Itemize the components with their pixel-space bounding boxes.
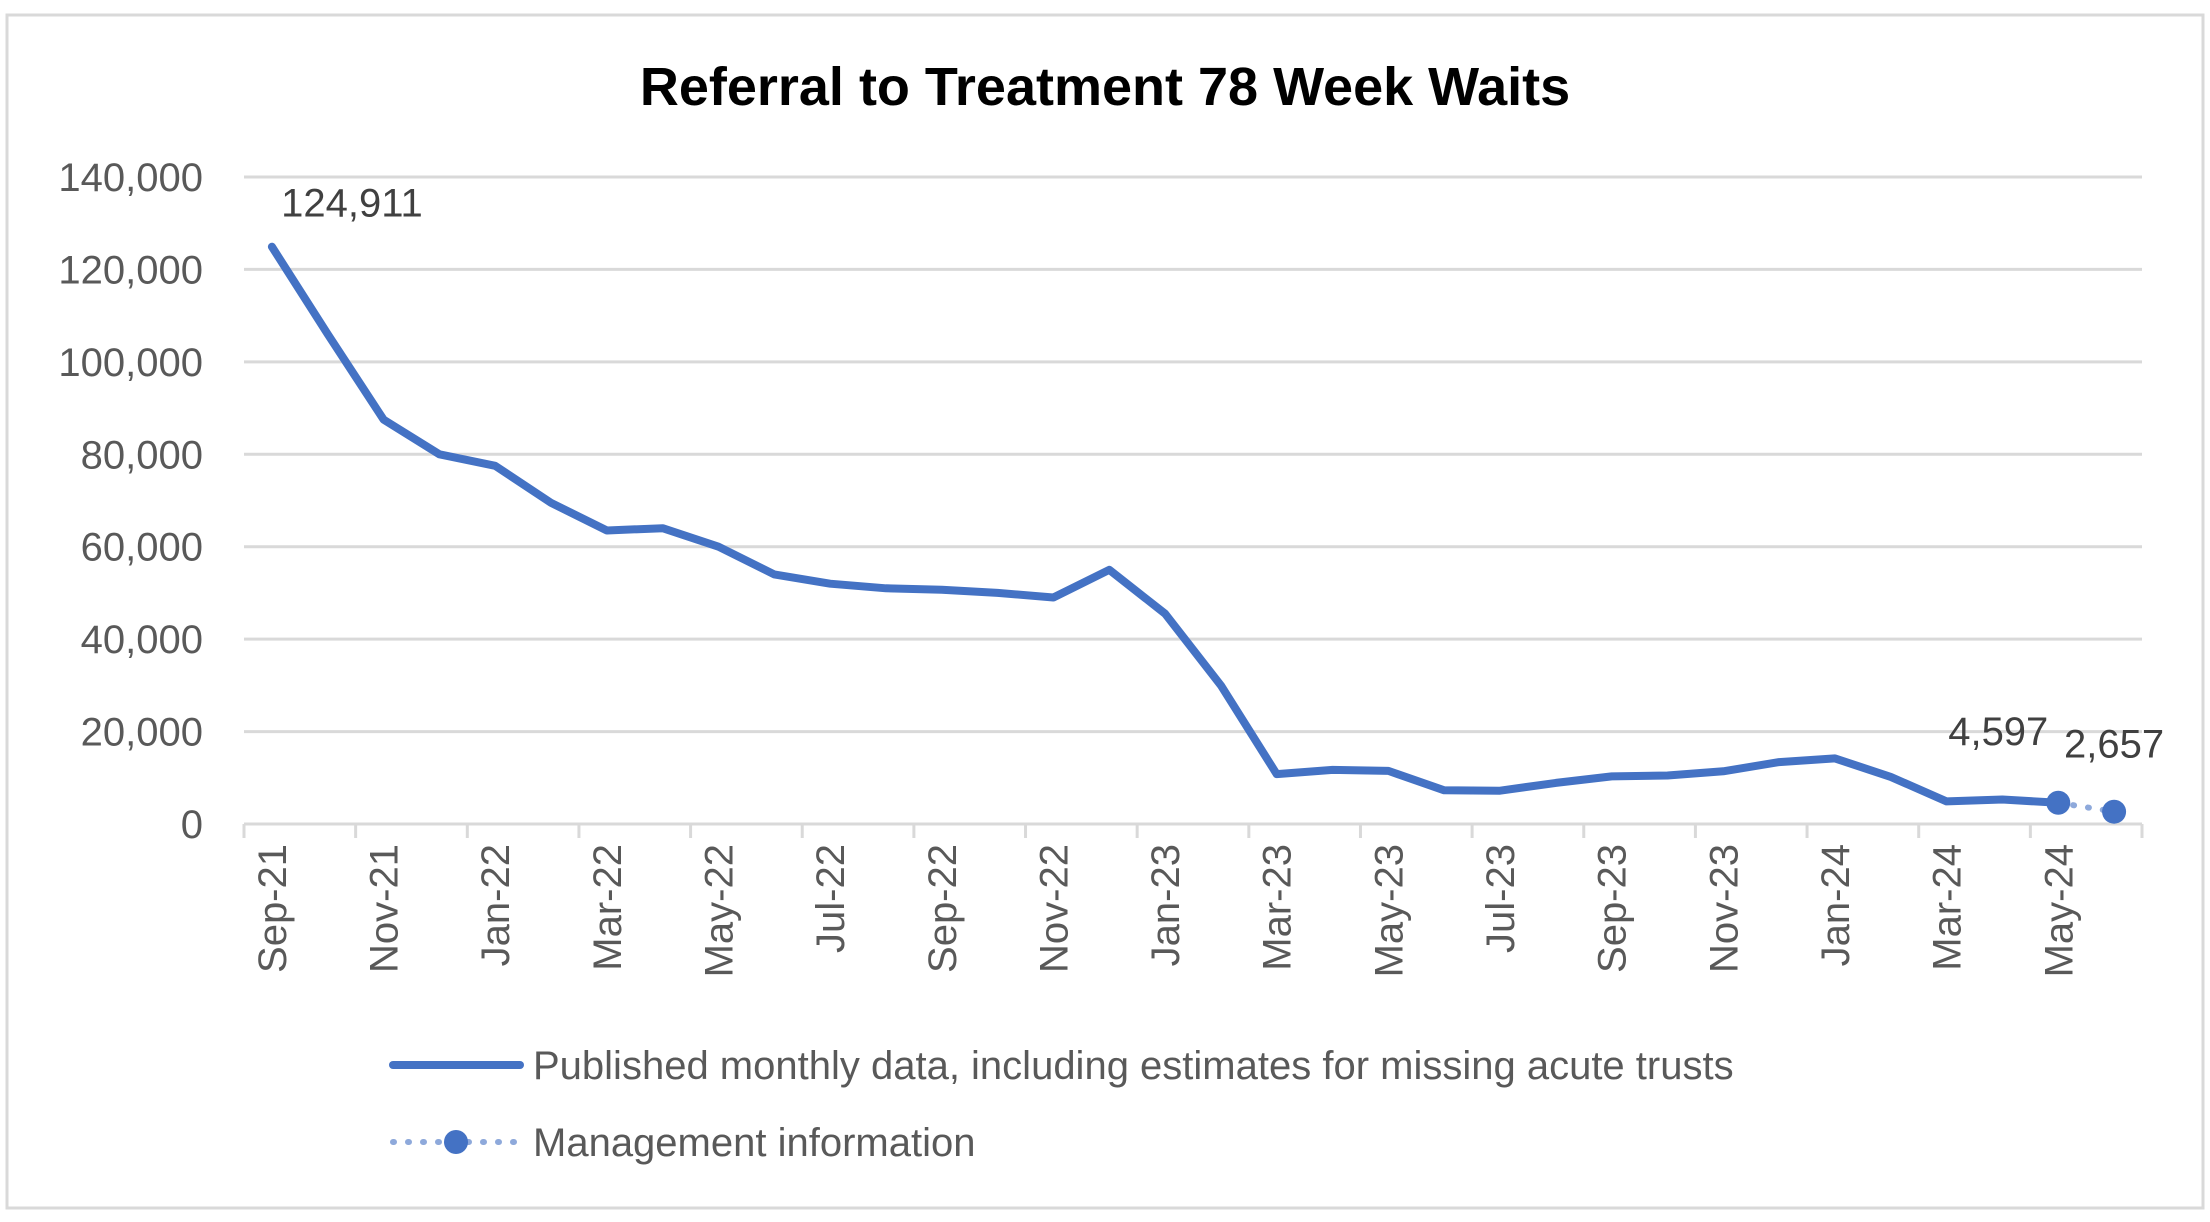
data-point-marker <box>2046 790 2071 815</box>
x-tick-label: Mar-24 <box>1926 844 1970 971</box>
legend: Published monthly data, including estima… <box>389 1044 1734 1165</box>
y-tick-label: 80,000 <box>81 433 203 477</box>
data-label: 2,657 <box>2064 723 2164 767</box>
x-tick-label: Mar-23 <box>1256 844 1300 971</box>
x-tick-label: Nov-22 <box>1032 844 1076 973</box>
x-tick-label: Sep-22 <box>921 844 965 973</box>
x-axis: Sep-21 Nov-21 Jan-22 Mar-22 May-22 Jul-22 Sep-… <box>242 822 2144 977</box>
legend-marker-management <box>444 1130 468 1154</box>
series-line-0 <box>267 242 2063 807</box>
x-tick-label: Jul-23 <box>1479 844 1523 953</box>
y-tick-label: 40,000 <box>81 618 203 662</box>
x-tick-label: May-23 <box>1367 844 1411 977</box>
data-labels: 124,911 4,597 2,657 <box>281 182 2164 767</box>
y-tick-label: 60,000 <box>81 526 203 570</box>
data-label: 4,597 <box>1948 710 2048 754</box>
x-tick-label: Jan-24 <box>1814 844 1858 966</box>
x-tick-label: Sep-23 <box>1591 844 1635 973</box>
y-tick-label: 120,000 <box>58 248 203 292</box>
x-tick-label: Jan-23 <box>1144 844 1188 966</box>
x-tick-label: Nov-21 <box>363 844 407 973</box>
data-point-marker <box>2102 799 2127 824</box>
chart-title: Referral to Treatment 78 Week Waits <box>640 57 1570 117</box>
x-tick-label: Jul-22 <box>809 844 853 953</box>
x-tick-label: Mar-22 <box>586 844 630 971</box>
data-label: 124,911 <box>281 182 423 226</box>
x-tick-label: May-22 <box>698 844 742 977</box>
legend-label-management: Management information <box>533 1121 975 1165</box>
x-tick-label: Jan-22 <box>474 844 518 966</box>
y-tick-label: 20,000 <box>81 711 203 755</box>
y-tick-label: 100,000 <box>58 341 203 385</box>
x-tick-label: Nov-23 <box>1702 844 1746 973</box>
legend-label-published: Published monthly data, including estima… <box>533 1044 1734 1088</box>
y-axis-ticks: 0 20,000 40,000 60,000 80,000 100,000 120,000 1… <box>58 156 203 847</box>
y-tick-label: 0 <box>181 803 203 847</box>
gridlines <box>244 175 2142 734</box>
y-tick-label: 140,000 <box>58 156 203 200</box>
series-lines <box>267 242 2127 824</box>
x-tick-label: May-24 <box>2037 844 2081 977</box>
x-tick-label: Sep-21 <box>251 844 295 973</box>
chart-border <box>5 13 2205 1210</box>
